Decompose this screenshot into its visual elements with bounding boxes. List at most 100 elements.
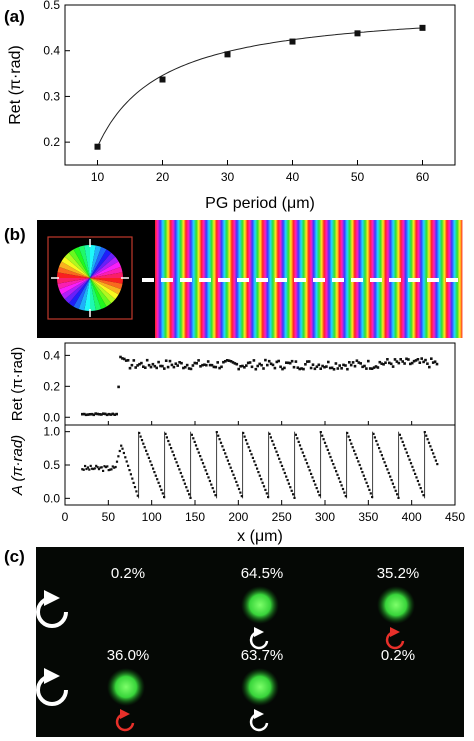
data-point [246,361,250,365]
data-point [156,478,159,481]
data-point [297,440,300,443]
data-point [287,482,290,485]
data-point [395,360,399,363]
data-point [161,492,164,495]
chart-b-amp-ticks: 0.0 0.5 1.0 0 50 100 150 200 250 300 350 400 450 [43,425,465,524]
data-point [300,447,303,451]
data-point [254,367,258,371]
wheel-segment [90,278,107,310]
data-point [224,51,231,58]
data-point [106,465,109,468]
data-point [416,358,420,361]
data-point [253,460,256,463]
data-point [333,466,336,469]
data-point [265,492,268,495]
cell: 63.7% [241,647,283,732]
wheel-segment [68,278,90,307]
wheel-segment [57,266,90,278]
data-point [199,365,202,368]
data-point [217,434,220,437]
data-point [318,494,321,497]
data-point [179,471,182,475]
panel-c-image: 0.2% 64.5% 35.2% 36.0% 63.7% 0.2% [36,547,464,737]
data-point [208,479,211,483]
data-point [88,413,92,416]
y-tick-label: 0.5 [43,458,60,472]
data-point [276,454,279,457]
wheel-segment [90,256,119,278]
data-point [412,469,415,472]
wheel-segment [90,278,119,300]
data-point [138,431,141,435]
data-point [241,364,244,368]
data-point [334,362,338,365]
data-point [294,433,297,436]
data-point [372,432,375,435]
data-point [386,468,389,471]
data-point [401,360,404,363]
data-point [96,466,99,469]
data-point [322,438,325,441]
x-tick-label: 50 [102,510,116,524]
wheel-segment [90,266,123,278]
data-point [203,363,206,366]
data-point [389,475,392,478]
wheel-segment [78,245,90,278]
data-point [330,459,333,462]
x-tick-label: 10 [91,170,105,184]
data-point [102,412,105,415]
data-point [187,367,191,370]
data-point [97,468,101,471]
data-point [242,431,245,435]
panel-b-image [37,220,463,338]
chart-a: 10 20 30 40 50 600.20.30.40.5 PG period (μm) … [7,0,456,212]
data-point [190,433,193,436]
wheel-segment [90,278,112,307]
data-point [159,364,162,368]
data-point [206,472,209,475]
data-point [307,360,311,363]
data-point [301,451,304,454]
data-point [409,462,413,465]
data-point [176,364,179,367]
data-point [298,367,301,371]
y-tick-label: 0.4 [43,348,60,362]
data-point [393,486,396,489]
data-point [305,462,309,465]
data-point [157,481,160,484]
chart-b-ret-ticks: 0.0 0.2 0.4 [43,348,456,425]
data-point [275,360,279,364]
wheel-segment [90,246,107,278]
data-point [81,468,84,471]
data-point [160,488,163,491]
data-point [405,451,408,454]
data-point [344,495,347,498]
y-tick-label: 0.5 [43,0,60,12]
data-point [281,367,284,371]
data-point [189,367,193,371]
chart-b-ret-points [81,355,439,417]
data-point [113,413,116,416]
data-point [292,365,296,369]
data-point [84,464,87,468]
wheel-segment [78,278,90,311]
data-point [115,412,118,416]
data-point [328,452,331,455]
data-point [124,359,128,362]
data-point [298,444,302,447]
data-point [266,363,269,367]
data-point [133,486,137,489]
wheel-segment [90,278,122,295]
data-point [357,361,361,364]
data-point [268,432,271,435]
data-point [134,366,137,369]
data-point [235,480,238,483]
data-point [314,483,317,486]
data-point [197,359,200,362]
data-point [368,367,372,370]
data-point [100,466,103,469]
data-point [355,359,359,362]
data-point [351,361,355,364]
wheel-segment [61,256,90,278]
